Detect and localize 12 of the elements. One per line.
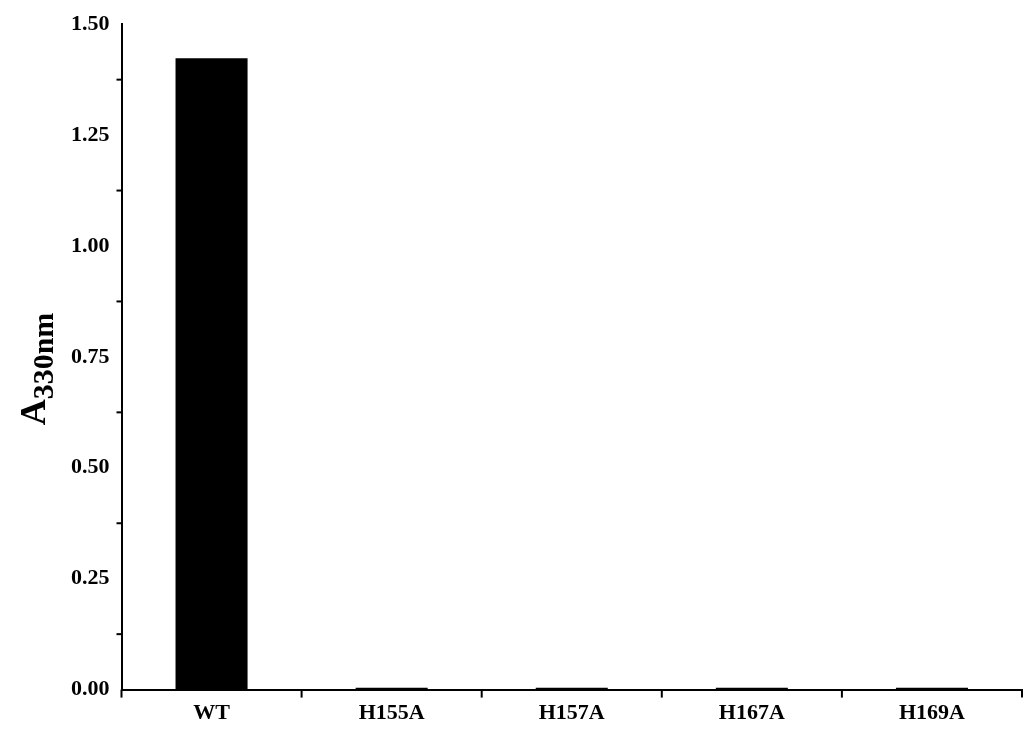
x-tick-label: H155A bbox=[358, 699, 425, 725]
y-tick-label: 0.00 bbox=[71, 675, 110, 701]
y-tick-label: 0.75 bbox=[71, 342, 110, 368]
x-tick-label: H167A bbox=[718, 699, 785, 725]
y-tick-label: 1.00 bbox=[71, 231, 110, 257]
x-tick-label: H169A bbox=[898, 699, 966, 725]
y-tick-label: 0.25 bbox=[71, 564, 110, 590]
y-tick-label: 1.50 bbox=[71, 9, 110, 35]
x-tick-label: WT bbox=[193, 699, 231, 725]
x-tick-label: H157A bbox=[538, 699, 605, 725]
y-tick-label: 0.50 bbox=[71, 453, 110, 479]
y-tick-label: 1.25 bbox=[71, 120, 110, 146]
